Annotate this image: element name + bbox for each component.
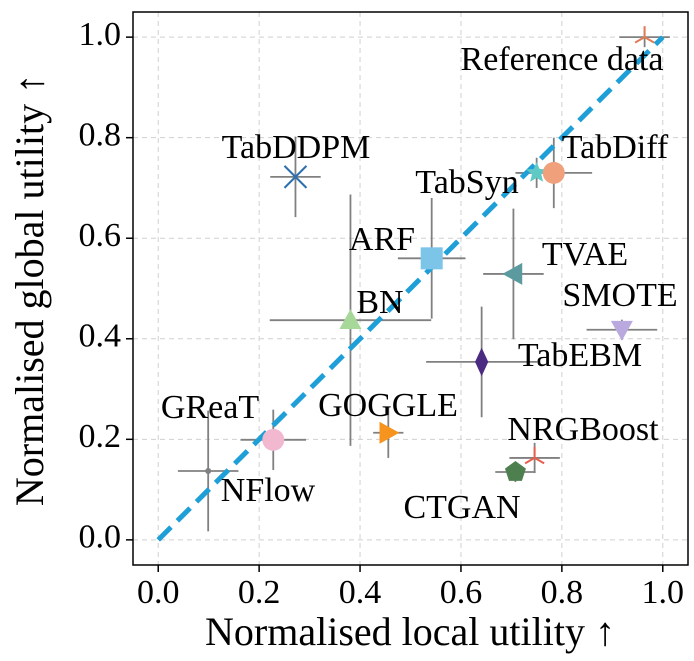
x-tick-label: 0.0: [137, 574, 180, 611]
point-label: TabSyn: [415, 164, 518, 201]
point-label: TVAE: [542, 236, 628, 273]
grid: [133, 12, 688, 565]
diagonal-line: [156, 35, 665, 542]
point-label: GOGGLE: [318, 387, 458, 424]
point-label: CTGAN: [403, 489, 520, 526]
point: [504, 460, 526, 481]
y-tick-label: 0.0: [79, 519, 122, 556]
plot-frame: [132, 11, 689, 566]
point-label: TabDDPM: [222, 129, 371, 166]
x-tick-label: 0.4: [339, 574, 382, 611]
x-tick-label: 0.2: [238, 574, 281, 611]
point: [502, 262, 523, 285]
marks: [156, 26, 670, 542]
point: [475, 347, 489, 377]
x-tick-label: 1.0: [642, 574, 685, 611]
point: [205, 467, 212, 474]
y-tick-label: 1.0: [79, 16, 122, 53]
point-label: TabEBM: [518, 337, 642, 374]
point: [420, 247, 443, 270]
point: [262, 428, 285, 451]
point-label: NFlow: [221, 472, 316, 509]
point: [379, 421, 400, 444]
x-tick-label: 0.8: [541, 574, 584, 611]
point: [524, 446, 545, 465]
point-label: GReaT: [161, 389, 259, 426]
point-label: Reference data: [461, 41, 664, 78]
y-tick-label: 0.6: [79, 217, 122, 254]
y-axis-label: Normalised global utility ↑: [7, 74, 52, 506]
y-tick-label: 0.8: [79, 116, 122, 153]
point: [634, 26, 655, 44]
point: [542, 161, 565, 184]
point-label: TabDiff: [562, 129, 669, 166]
point-label: NRGBoost: [507, 411, 659, 448]
y-tick-label: 0.2: [79, 418, 122, 455]
point: [610, 320, 633, 341]
point: [283, 165, 308, 189]
point-label: SMOTE: [562, 277, 677, 314]
point-label: BN: [356, 284, 403, 321]
y-tick-label: 0.4: [79, 318, 122, 355]
x-axis-label: Normalised local utility ↑: [205, 609, 615, 654]
point-label: ARF: [349, 221, 415, 258]
x-tick-label: 0.6: [440, 574, 483, 611]
point: [526, 161, 548, 182]
point: [339, 309, 362, 329]
